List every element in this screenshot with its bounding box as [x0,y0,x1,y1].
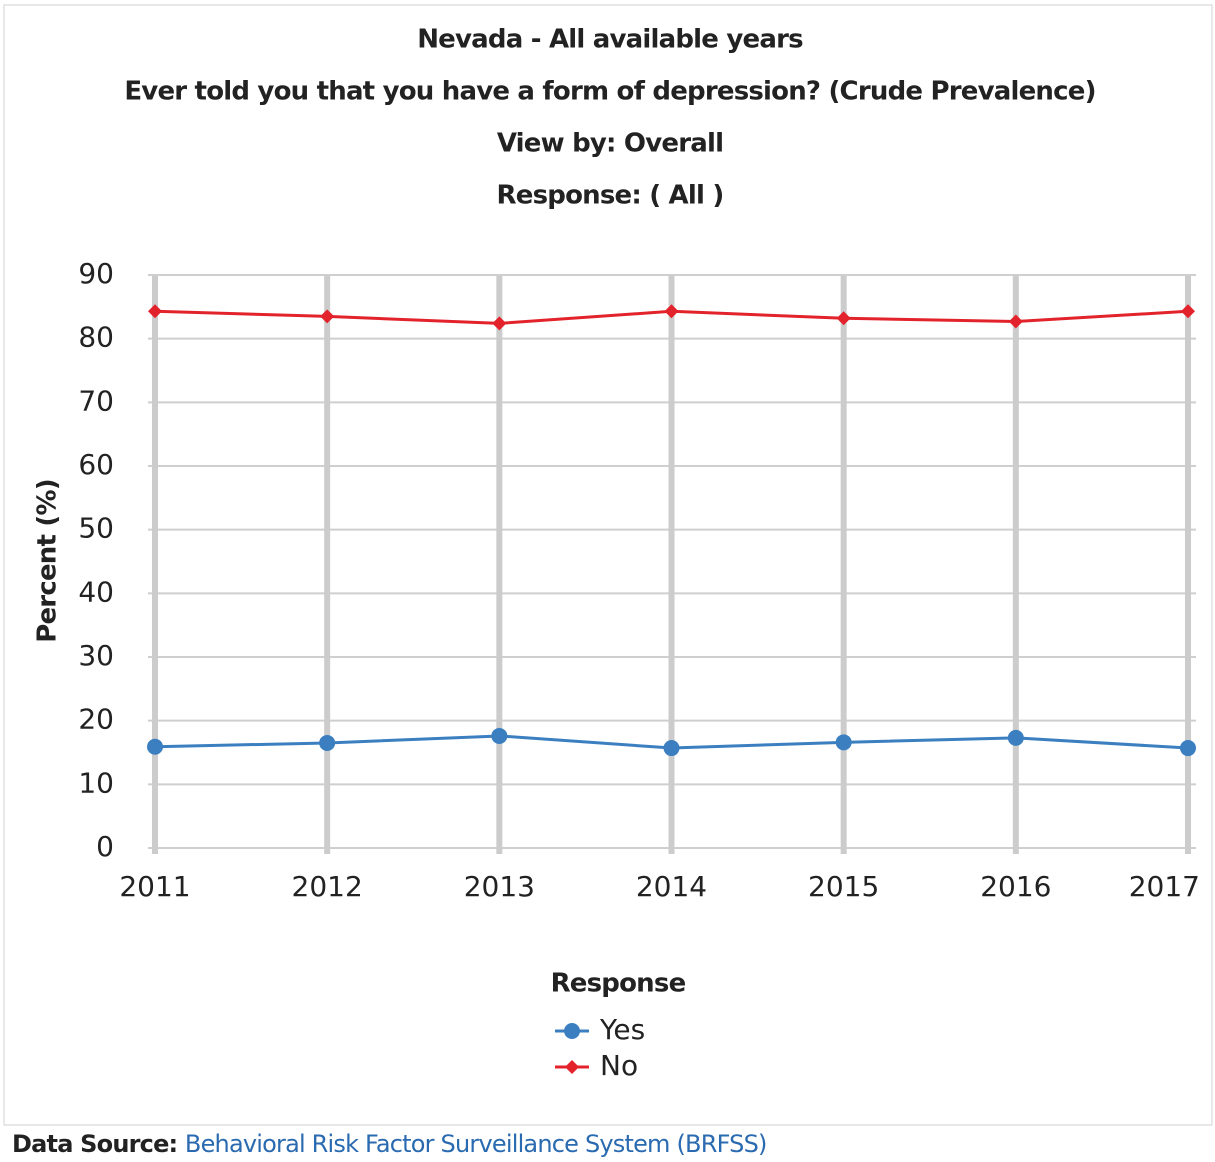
point [664,304,679,319]
y-tick-label: 60 [78,448,114,481]
y-tick-label: 40 [78,575,114,608]
y-tick-label: 0 [96,830,114,863]
y-tick-label: 90 [78,257,114,290]
x-tick-label: 2015 [808,870,879,903]
point [1180,740,1196,757]
x-tick-label: 2011 [119,870,190,903]
point [320,309,335,324]
point [1007,729,1024,746]
chart-frame [3,4,1213,1126]
point [319,734,336,751]
chart-subtitle: Ever told you that you have a form of de… [124,77,1095,107]
legend-label: No [600,1049,638,1082]
point [492,316,507,331]
legend-title: Response [551,969,686,999]
x-tick-label: 2017 [1129,870,1200,903]
x-tick-label: 2012 [292,870,363,903]
point [663,740,680,757]
y-tick-label: 30 [78,639,114,672]
point [565,1060,579,1074]
point [148,304,162,319]
y-tick-label: 80 [78,321,114,354]
y-tick-label: 50 [78,512,114,545]
y-tick-label: 10 [78,766,114,799]
footer: Data Source: Behavioral Risk Factor Surv… [12,1130,767,1158]
point [836,311,851,326]
x-tick-label: 2013 [464,870,535,903]
chart-title: Nevada - All available years [417,25,803,55]
point [564,1023,580,1039]
y-tick-label: 70 [78,384,114,417]
y-axis-label: Percent (%) [33,479,63,643]
point [1008,314,1023,329]
x-tick-label: 2016 [980,870,1051,903]
source-link[interactable]: Behavioral Risk Factor Surveillance Syst… [185,1130,767,1158]
y-tick-label: 20 [78,703,114,736]
point [491,727,508,744]
point [835,734,852,751]
point [1181,304,1195,319]
x-tick-label: 2014 [636,870,707,903]
point [147,738,163,755]
annotation: View by: Overall [497,129,723,159]
annotation: Response: ( All ) [497,181,724,211]
legend-label: Yes [599,1013,645,1046]
footer-label: Data Source: [12,1130,177,1158]
